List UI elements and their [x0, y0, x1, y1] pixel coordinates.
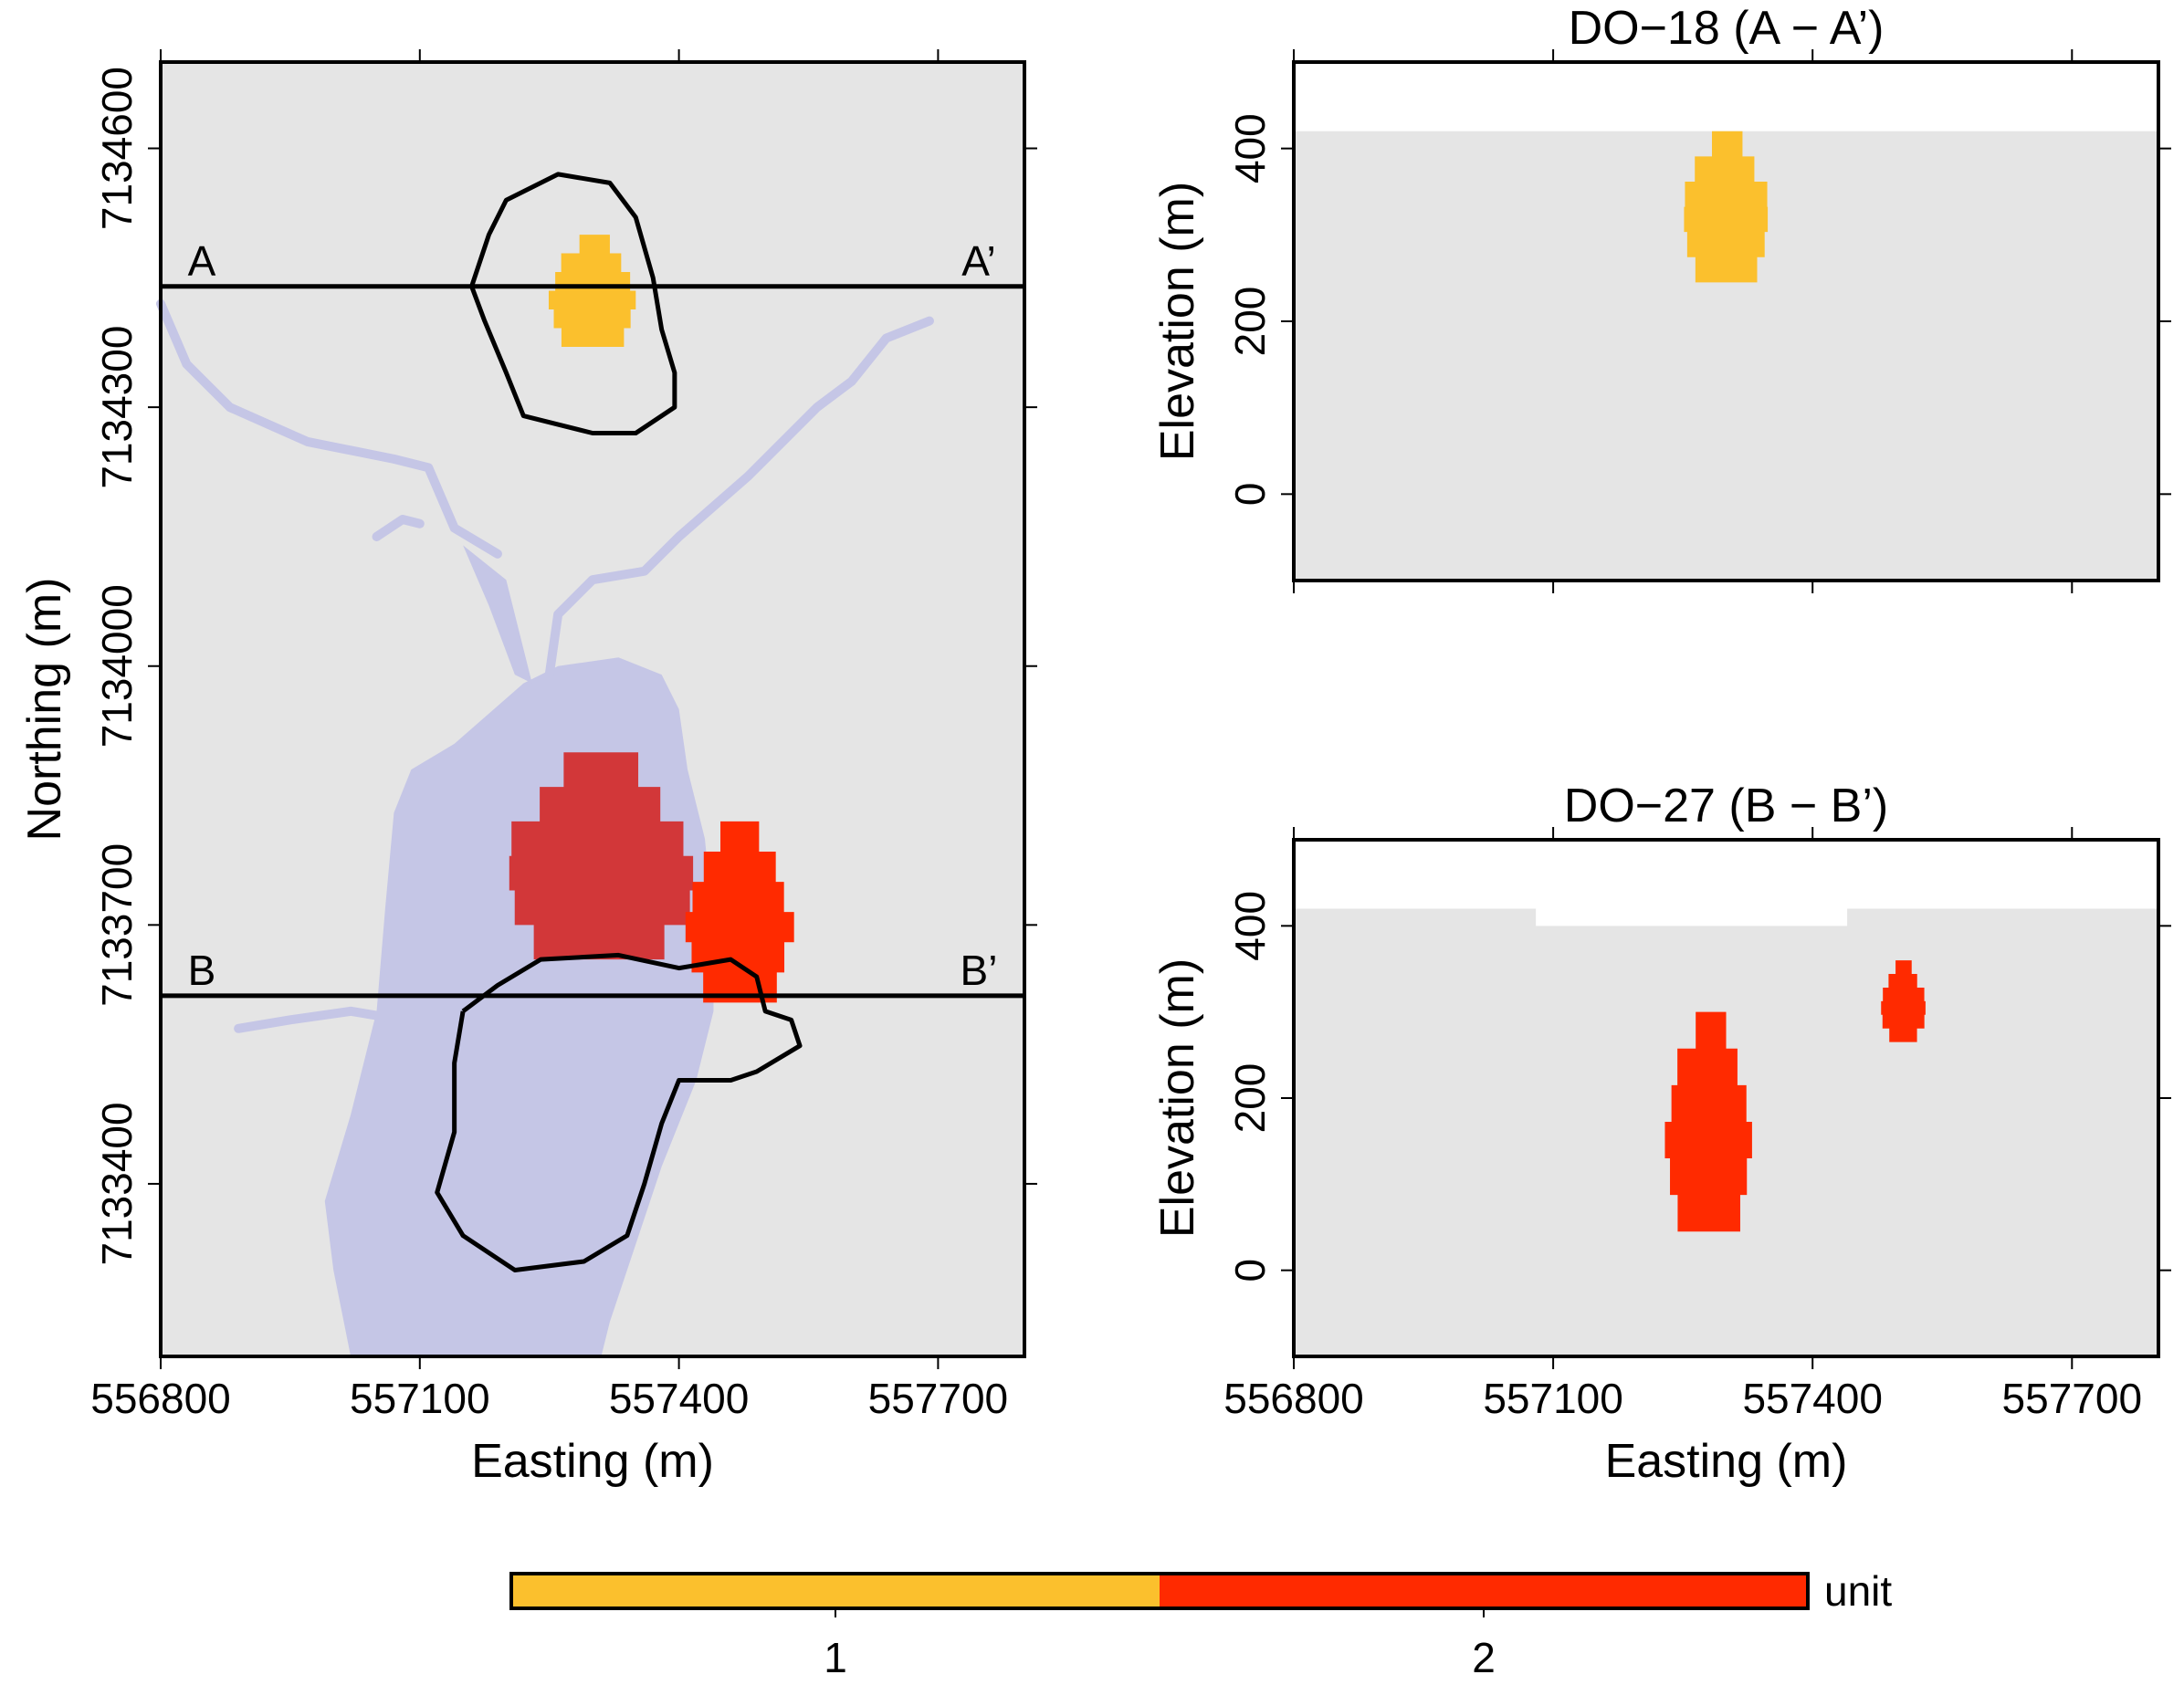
y-tick-label: 400 — [1226, 113, 1274, 183]
y-tick-label: 7133400 — [93, 1102, 141, 1265]
map-unit-1-body — [548, 235, 636, 347]
stream-line — [234, 1006, 407, 1033]
section-unit-2-body — [1664, 1011, 1752, 1232]
panel-title: DO−27 (B − B’) — [1564, 780, 1888, 832]
section-end-label: A’ — [961, 237, 996, 285]
y-tick-label: 0 — [1226, 1259, 1274, 1282]
legend-frame — [509, 1572, 1810, 1610]
y-tick-label: 200 — [1226, 287, 1274, 357]
section-panel-b: 556800 557100 557400 557700 0 200 400 Easting (… — [1151, 780, 2171, 1488]
plot-frame — [159, 60, 1026, 1358]
section-start-label: A — [188, 237, 216, 285]
y-tick-label: 400 — [1226, 891, 1274, 961]
y-tick-label: 7134300 — [93, 326, 141, 489]
legend-label: 1 — [824, 1634, 847, 1681]
map-unit-2-body — [685, 821, 794, 1003]
stream-line — [156, 298, 502, 559]
legend-swatch-2 — [1160, 1574, 1808, 1608]
x-tick-label: 557400 — [1742, 1375, 1883, 1422]
section-unit-1-body — [1684, 131, 1769, 283]
section-start-label: B — [188, 947, 216, 994]
panel-title: DO−18 (A − A’) — [1569, 2, 1885, 55]
y-tick-label: 7134000 — [93, 584, 141, 748]
section-end-label: B’ — [961, 947, 998, 994]
x-tick-label: 557100 — [1483, 1375, 1623, 1422]
stream-line — [372, 515, 425, 541]
y-axis-title: Elevation (m) — [1151, 182, 1204, 461]
x-tick-label: 556800 — [1223, 1375, 1364, 1422]
stream-line — [544, 316, 934, 680]
y-tick-label: 7133700 — [93, 843, 141, 1007]
deposit-outline-b — [435, 952, 803, 1272]
legend-swatch-1 — [511, 1574, 1160, 1608]
legend-label: 2 — [1472, 1634, 1496, 1681]
x-axis-title: Easting (m) — [1605, 1435, 1848, 1488]
x-tick-label: 557400 — [609, 1375, 750, 1422]
map-panel: A A’ B B’ 556800 557100 557400 557700 7133400 713… — [18, 49, 1037, 1488]
legend: 1 2 unit — [509, 1567, 1892, 1681]
map-unit-2-body — [509, 752, 694, 960]
section-unit-2-body — [1881, 960, 1926, 1042]
x-tick-label: 556800 — [90, 1375, 231, 1422]
y-axis-title: Northing (m) — [18, 578, 71, 842]
x-tick-label: 557100 — [350, 1375, 490, 1422]
deposit-outline-a — [469, 172, 677, 435]
x-tick-label: 557700 — [2002, 1375, 2143, 1422]
lake-inlet — [463, 545, 532, 684]
x-axis-title: Easting (m) — [471, 1435, 714, 1488]
y-tick-label: 200 — [1226, 1063, 1274, 1134]
y-tick-label: 7134600 — [93, 67, 141, 230]
x-tick-label: 557700 — [868, 1375, 1009, 1422]
y-tick-label: 0 — [1226, 483, 1274, 507]
legend-title: unit — [1824, 1567, 1892, 1615]
y-axis-title: Elevation (m) — [1151, 958, 1204, 1238]
section-panel-a: 0 200 400 Elevation (m) DO−18 (A − A’) — [1151, 2, 2171, 593]
